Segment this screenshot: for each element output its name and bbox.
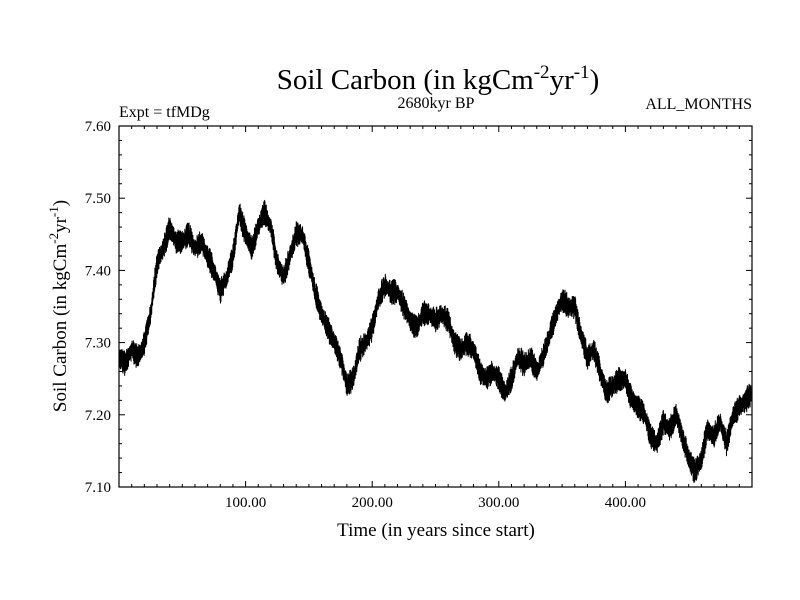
x-axis-label: Time (in years since start) (337, 520, 535, 541)
x-tick-label: 200.00 (352, 495, 393, 511)
y-tick-label: 7.50 (85, 191, 111, 207)
series-line-soil-carbon (118, 199, 753, 484)
y-axis: 7.10 7.20 7.30 7.40 7.50 7.60 (85, 119, 752, 496)
x-axis: 100.00 200.00 300.00 400.00 (131, 126, 740, 511)
x-tick-label: 100.00 (225, 495, 266, 511)
y-tick-label: 7.30 (85, 336, 111, 352)
subtitle-experiment: Expt = tfMDg (119, 104, 210, 121)
y-axis-label: Soil Carbon (in kgCm-2yr-1) (46, 200, 71, 412)
x-tick-label: 400.00 (605, 495, 646, 511)
subtitle-months: ALL_MONTHS (645, 96, 752, 113)
x-tick-label: 300.00 (478, 495, 519, 511)
subtitle-period: 2680kyr BP (398, 95, 475, 112)
y-tick-label: 7.10 (85, 480, 111, 496)
chart-title: Soil Carbon (in kgCm-2yr-1) (277, 62, 599, 96)
y-tick-label: 7.60 (85, 119, 111, 135)
y-tick-label: 7.20 (85, 408, 111, 424)
y-tick-label: 7.40 (85, 263, 111, 279)
